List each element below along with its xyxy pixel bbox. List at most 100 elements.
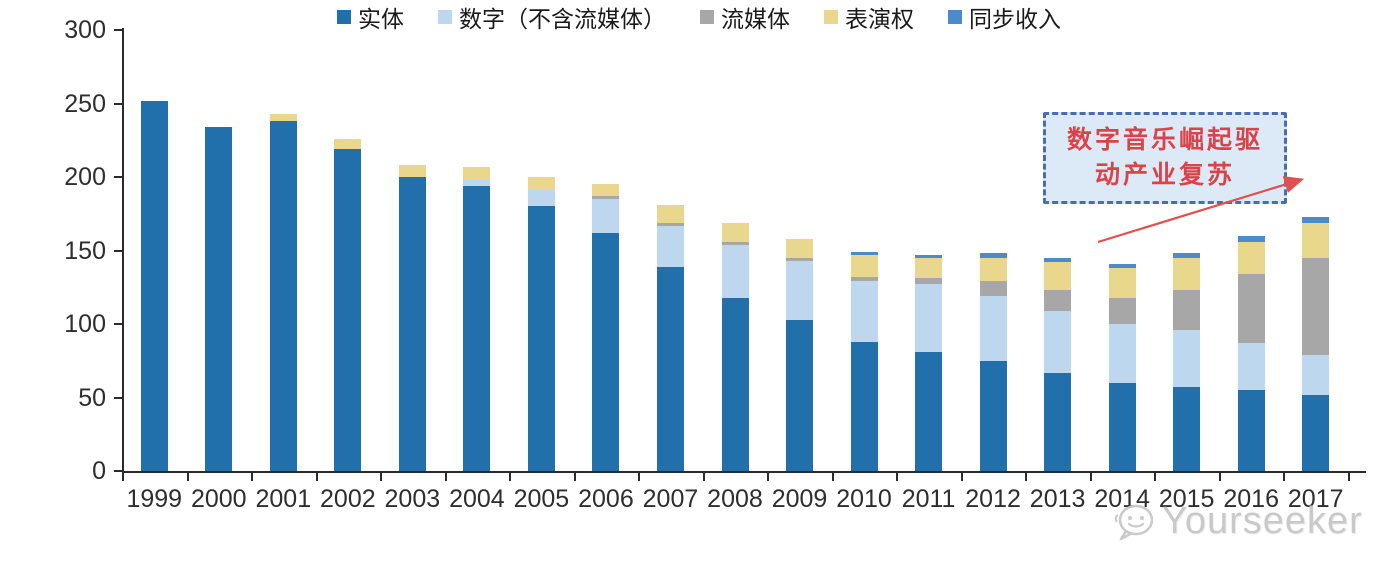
bar-1999 [140, 100, 168, 471]
x-axis-tick [831, 473, 834, 481]
legend-item-streaming: 流媒体 [700, 0, 790, 34]
bar-segment-sync [1173, 253, 1201, 258]
x-axis-tick [573, 473, 576, 481]
x-axis-label: 2009 [771, 485, 828, 513]
x-axis-label: 2002 [320, 485, 376, 513]
legend: 实体 数字（不含流媒体） 流媒体 表演权 同步收入 [0, 0, 1398, 34]
bar-segment-performance [1302, 222, 1330, 258]
bar-segment-performance [850, 254, 878, 277]
bar-segment-streaming [721, 241, 749, 245]
annotation-line-2: 动产业复苏 [1094, 162, 1235, 189]
bar-segment-physical [915, 351, 943, 471]
y-axis-label: 300 [64, 16, 106, 44]
y-axis-label: 50 [78, 383, 106, 412]
bar-segment-digital [786, 260, 814, 320]
y-axis-label: 150 [64, 236, 106, 265]
bar-2000 [205, 127, 233, 471]
bar-segment-physical [1173, 387, 1201, 471]
x-axis-label: 2011 [901, 485, 956, 513]
bar-segment-digital [1108, 324, 1136, 383]
legend-label-sync: 同步收入 [969, 7, 1061, 32]
bar-segment-digital [1044, 310, 1072, 373]
bar-segment-physical [656, 266, 684, 471]
bar-segment-physical [1302, 394, 1330, 471]
bar-segment-physical [398, 176, 426, 471]
bar-segment-streaming [1108, 297, 1136, 324]
legend-swatch-sync [948, 10, 962, 24]
bar-2013 [1044, 257, 1072, 471]
bar-segment-performance [786, 238, 814, 258]
legend-label-digital: 数字（不含流媒体） [459, 7, 666, 32]
bar-segment-physical [140, 100, 168, 471]
x-axis-tick [315, 473, 318, 481]
legend-label-physical: 实体 [358, 7, 404, 32]
x-axis-label: 2005 [513, 485, 570, 513]
bar-segment-performance [334, 138, 362, 150]
x-axis-label: 2008 [707, 485, 763, 513]
y-axis-tick [114, 249, 122, 252]
y-axis-label: 0 [92, 457, 106, 485]
bar-2009 [786, 238, 814, 471]
x-axis-label: 2007 [642, 485, 699, 513]
x-axis-label: 2012 [965, 485, 1021, 513]
y-axis-tick [114, 396, 122, 399]
x-axis-tick [1089, 473, 1092, 481]
bar-segment-streaming [1044, 290, 1072, 311]
bar-segment-physical [205, 127, 233, 471]
x-axis-tick [638, 473, 641, 481]
bar-segment-sync [915, 254, 943, 258]
x-axis-tick [896, 473, 899, 481]
bar-segment-performance [269, 113, 297, 122]
bar-segment-digital [721, 244, 749, 298]
x-axis-label: 2000 [190, 485, 247, 513]
bar-segment-digital [527, 190, 555, 207]
y-axis-tick [114, 29, 122, 31]
x-axis-tick [186, 473, 189, 481]
bar-segment-physical [721, 297, 749, 471]
bar-segment-physical [527, 206, 555, 471]
x-axis-label: 2004 [449, 485, 505, 513]
legend-swatch-performance [824, 10, 838, 24]
x-axis-tick [767, 473, 770, 481]
y-axis-tick [114, 102, 122, 105]
y-axis-label: 250 [64, 89, 106, 118]
bar-segment-performance [656, 204, 684, 223]
bar-segment-performance [721, 222, 749, 242]
x-axis-label: 2006 [578, 485, 634, 513]
bar-segment-streaming [1173, 290, 1201, 330]
legend-label-performance: 表演权 [845, 7, 914, 32]
bar-segment-performance [398, 165, 426, 177]
x-axis-tick [1283, 473, 1286, 481]
x-axis-tick [509, 473, 512, 481]
y-axis-tick [114, 323, 122, 325]
bar-2007 [656, 204, 684, 471]
bar-segment-performance [979, 257, 1007, 282]
annotation-line-1: 数字音乐崛起驱 [1066, 127, 1263, 154]
x-axis-tick [1154, 473, 1157, 481]
bar-segment-digital [592, 199, 620, 233]
bar-segment-digital [1173, 329, 1201, 388]
bar-segment-physical [979, 360, 1007, 471]
x-axis [122, 471, 1366, 473]
bar-segment-streaming [592, 196, 620, 200]
bar-segment-sync [1302, 216, 1330, 223]
x-axis-label: 2010 [836, 485, 892, 513]
bar-segment-digital [850, 281, 878, 342]
bar-segment-sync [1108, 263, 1136, 269]
bar-segment-physical [1044, 372, 1072, 471]
bar-segment-digital [656, 225, 684, 267]
bar-segment-digital [1302, 354, 1330, 395]
bar-2004 [463, 166, 491, 471]
legend-swatch-physical [337, 10, 351, 24]
bar-segment-sync [850, 251, 878, 255]
x-axis-tick [1348, 473, 1350, 481]
bar-2010 [850, 251, 878, 471]
bar-2014 [1108, 263, 1136, 471]
x-axis-label: 2016 [1223, 485, 1279, 513]
bar-segment-streaming [786, 257, 814, 261]
y-axis-label: 200 [64, 163, 106, 191]
bar-segment-streaming [915, 278, 943, 285]
bar-segment-sync [1044, 257, 1072, 263]
bar-segment-physical [592, 232, 620, 471]
